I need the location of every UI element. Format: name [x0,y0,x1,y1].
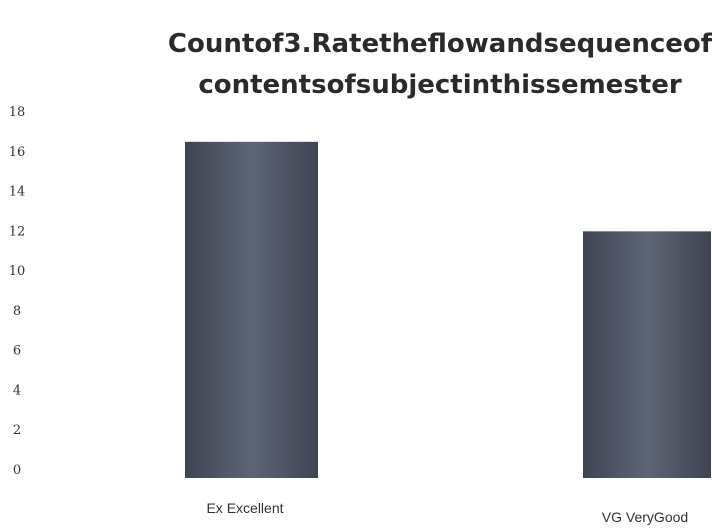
bar-ex-excellent [185,141,318,479]
bar-vg-verygood [583,231,711,478]
y-axis-ticks: 0 2 4 6 8 10 12 14 16 18 [9,105,26,478]
bars [185,141,711,479]
y-tick-label: 18 [9,105,26,120]
x-axis-labels: Ex Excellent VG VeryGood [206,500,688,525]
y-tick-label: 16 [9,145,26,160]
x-category-label: VG VeryGood [602,509,688,525]
chart-title-line-2: contentsofsubjectinthissemester [198,70,682,100]
y-tick-label: 8 [13,304,21,319]
y-tick-label: 2 [13,423,21,438]
y-tick-label: 0 [13,463,21,478]
y-tick-label: 4 [13,383,21,398]
chart-title-line-1: Countof3.Ratetheflowandsequenceof [168,29,712,59]
y-tick-label: 14 [9,185,26,200]
y-tick-label: 12 [9,224,26,239]
x-category-label: Ex Excellent [206,500,283,516]
y-tick-label: 10 [9,264,26,279]
y-tick-label: 6 [13,344,21,359]
